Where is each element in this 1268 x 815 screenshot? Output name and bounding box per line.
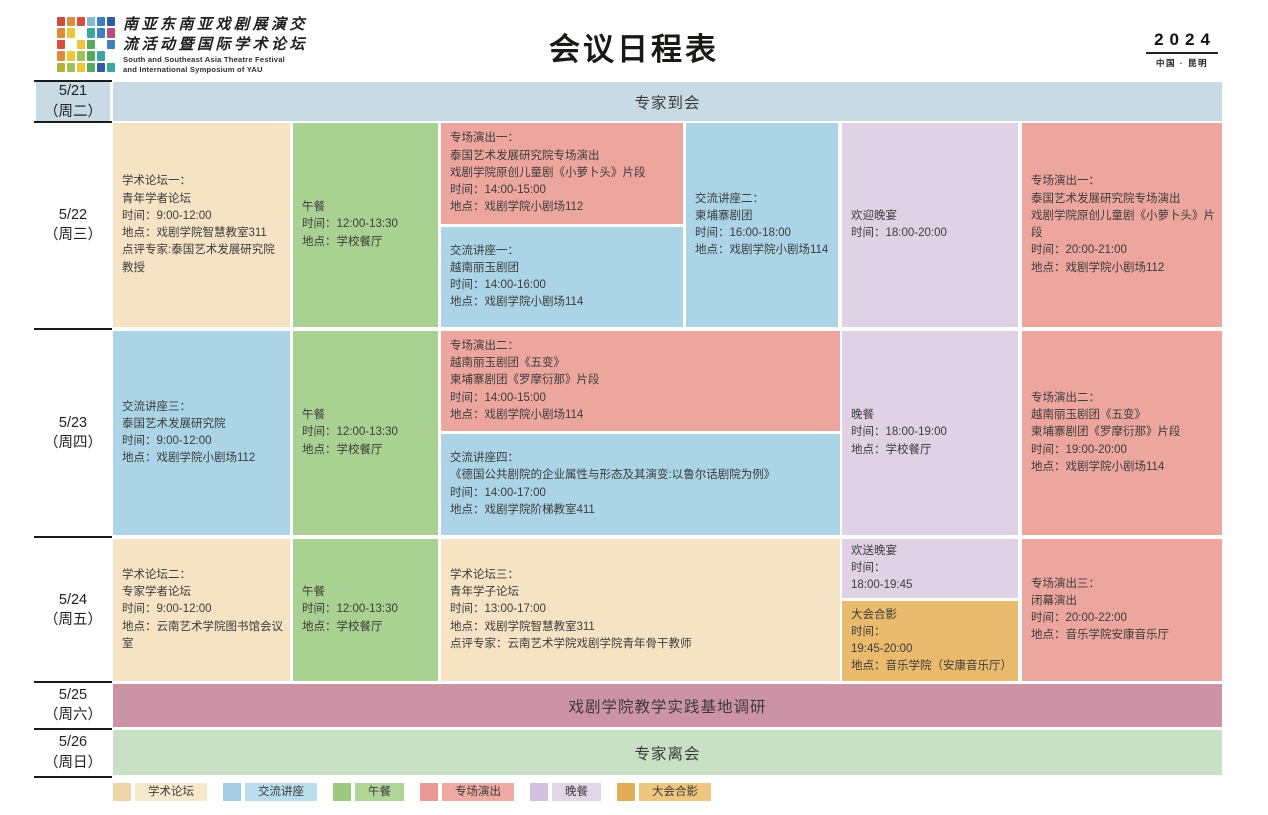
date-label: 5/21 [58,83,88,100]
band-experts-arrival: 专家到会 [113,82,1222,121]
weekday-label: （周四） [44,435,102,451]
year-location-block: 2024 中国 · 昆明 [1144,30,1220,69]
date-rule [34,728,112,730]
weekday-label: （周日） [44,754,102,771]
festival-name-cn-line1: 南亚东南亚戏剧展演交 [123,17,309,33]
event-performance-2: 专场演出二： 越南丽玉剧团《五变》 柬埔寨剧团《罗摩衍那》片段 时间：14:00… [441,331,840,431]
weekday-label: （周六） [44,707,102,723]
event-dinner-5-23: 晚餐 时间：18:00-19:00 地点：学校餐厅 [842,331,1018,535]
legend-label: 大会合影 [639,783,711,801]
legend-label: 学术论坛 [135,783,207,801]
band-practice-research: 戏剧学院教学实践基地调研 [113,684,1222,727]
date-rule [34,328,112,330]
legend-swatch-academic-forum [113,783,131,801]
legend-swatch-dinner [530,783,548,801]
legend-label: 晚餐 [552,783,601,801]
page-title: 会议日程表 [549,32,719,67]
event-academic-forum-3: 学术论坛三： 青年学子论坛 时间：13:00-17:00 地点：戏剧学院智慧教室… [441,539,840,681]
date-cell-5-21: 5/21 （周二） [36,82,110,121]
weekday-label: （周五） [44,612,102,628]
event-performance-3: 专场演出三： 闭幕演出 时间：20:00-22:00 地点：音乐学院安康音乐厅 [1022,539,1222,681]
event-farewell-banquet: 欢送晚宴 时间： 18:00-19:45 [842,539,1018,598]
event-lecture-2: 交流讲座二： 柬埔寨剧团 时间：16:00-18:00 地点：戏剧学院小剧场11… [686,123,838,327]
legend-label: 专场演出 [442,783,514,801]
date-rule [34,80,112,82]
date-cell-5-26: 5/26 （周日） [36,730,110,775]
legend: 学术论坛 交流讲座 午餐 专场演出 晚餐 大会合影 [113,783,711,801]
legend-swatch-performance [420,783,438,801]
location-label: 中国 · 昆明 [1155,58,1209,68]
event-lecture-1: 交流讲座一： 越南丽玉剧团 时间：14:00-16:00 地点：戏剧学院小剧场1… [441,227,683,327]
legend-item-performance: 专场演出 [420,783,514,801]
legend-label: 午餐 [355,783,404,801]
festival-logo [57,17,115,72]
event-academic-forum-1: 学术论坛一： 青年学者论坛 时间：9:00-12:00 地点：戏剧学院智慧教室3… [113,123,290,327]
legend-item-group-photo: 大会合影 [617,783,711,801]
festival-name-en-line2: and International Symposium of YAU [123,65,263,75]
date-cell-5-25: 5/25 （周六） [36,683,110,727]
event-welcome-banquet: 欢迎晚宴 时间：18:00-20:00 [842,123,1018,327]
date-label: 5/25 [58,686,88,703]
date-label: 5/22 [58,206,88,223]
legend-swatch-lunch [333,783,351,801]
legend-item-lecture: 交流讲座 [223,783,317,801]
date-cell-5-22: 5/22 （周三） [36,123,110,327]
legend-swatch-lecture [223,783,241,801]
legend-swatch-group-photo [617,783,635,801]
date-label: 5/23 [58,414,88,431]
event-performance-1: 专场演出一： 泰国艺术发展研究院专场演出 戏剧学院原创儿童剧《小萝卜头》片段 时… [441,123,683,224]
legend-item-academic-forum: 学术论坛 [113,783,207,801]
event-performance-1-night: 专场演出一： 泰国艺术发展研究院专场演出 戏剧学院原创儿童剧《小萝卜头》片段 时… [1022,123,1222,327]
date-rule [34,681,112,683]
band-experts-departure: 专家离会 [113,730,1222,775]
date-rule [34,536,112,538]
date-cell-5-24: 5/24 （周五） [36,539,110,681]
legend-item-dinner: 晚餐 [530,783,601,801]
weekday-label: （周三） [44,227,102,243]
festival-name-block: 南亚东南亚戏剧展演交 流活动暨国际学术论坛 South and Southeas… [123,16,308,76]
event-group-photo: 大会合影 时间： 19:45-20:00 地点：音乐学院（安康音乐厅） [842,601,1018,681]
event-academic-forum-2: 学术论坛二： 专家学者论坛 时间：9:00-12:00 地点：云南艺术学院图书馆… [113,539,290,681]
legend-label: 交流讲座 [245,783,317,801]
date-rule [34,121,112,123]
date-cell-5-23: 5/23 （周四） [36,331,110,535]
date-label: 5/26 [58,734,88,751]
event-lecture-3: 交流讲座三： 泰国艺术发展研究院 时间：9:00-12:00 地点：戏剧学院小剧… [113,331,290,535]
event-performance-2-night: 专场演出二： 越南丽玉剧团《五变》 柬埔寨剧团《罗摩衍那》片段 时间：19:00… [1022,331,1222,535]
year-label: 2024 [1154,30,1216,49]
event-lunch-5-22: 午餐 时间：12:00-13:30 地点：学校餐厅 [293,123,438,327]
date-rule [34,776,112,778]
festival-name-cn-line2: 流活动暨国际学术论坛 [123,36,309,53]
legend-item-lunch: 午餐 [333,783,404,801]
event-lunch-5-23: 午餐 时间：12:00-13:30 地点：学校餐厅 [293,331,438,535]
date-label: 5/24 [58,591,88,608]
weekday-label: （周二） [44,103,102,120]
event-lunch-5-24: 午餐 时间：12:00-13:30 地点：学校餐厅 [293,539,438,681]
festival-name-en-line1: South and Southeast Asia Theatre Festiva… [123,55,285,64]
year-divider [1146,52,1218,54]
event-lecture-4: 交流讲座四： 《德国公共剧院的企业属性与形态及其演变:以鲁尔话剧院为例》 时间：… [441,434,840,535]
